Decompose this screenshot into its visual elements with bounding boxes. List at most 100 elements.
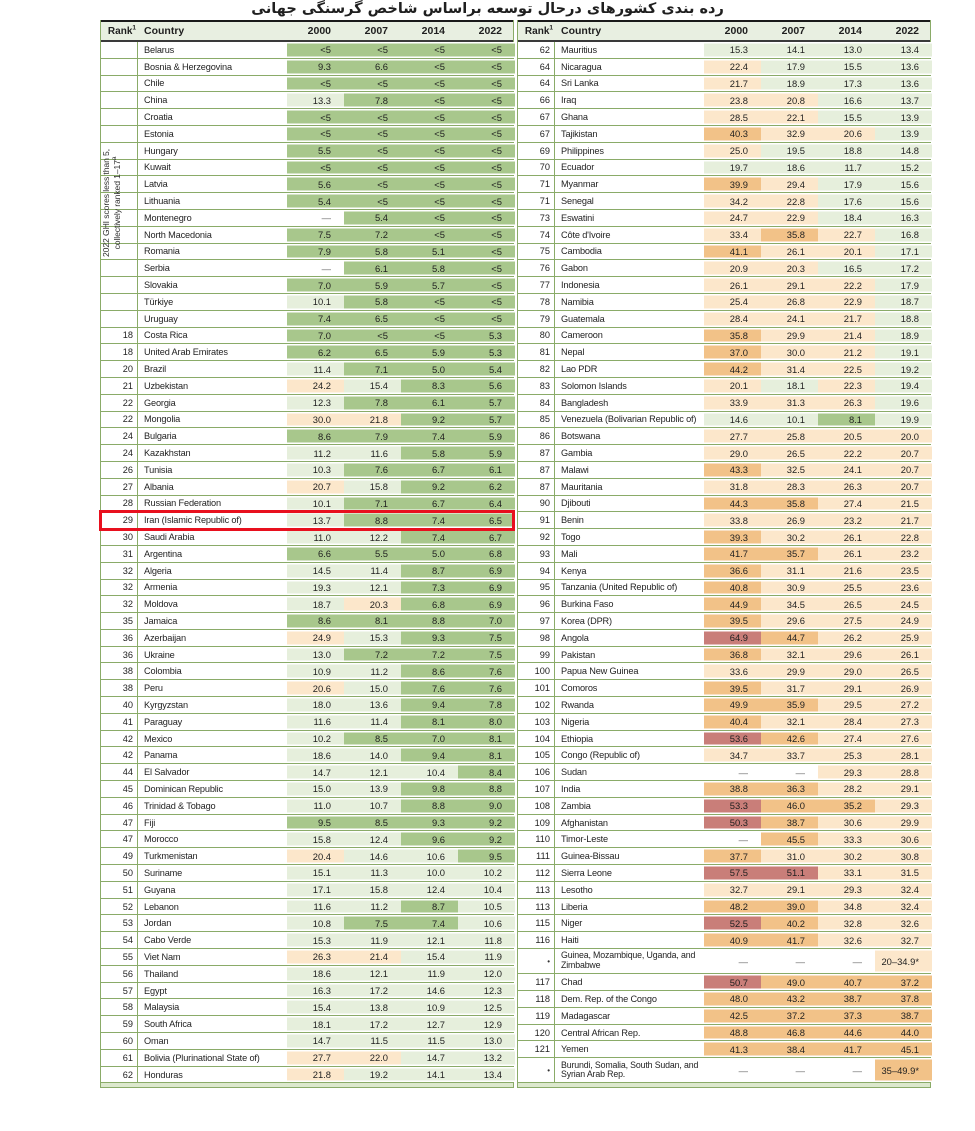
value-cell: 6.1 <box>401 394 458 411</box>
table-row: 66 Iraq 23.8 20.8 16.6 13.7 <box>518 92 932 110</box>
value-cell: 26.1 <box>704 277 761 293</box>
rank-cell <box>101 209 138 226</box>
value-cell: 19.1 <box>875 344 932 361</box>
country-cell: Mauritius <box>561 44 597 55</box>
value-cell: 13.3 <box>287 92 344 109</box>
value-cell: 50.7 <box>704 974 761 991</box>
country-cell: Georgia <box>144 397 176 408</box>
country-cell: Bolivia (Plurinational State of) <box>144 1052 260 1063</box>
value-cell: 21.7 <box>704 75 761 92</box>
country-cell: Belarus <box>144 44 175 55</box>
value-cell: 6.2 <box>458 478 515 495</box>
country-cell: Solomon Islands <box>561 380 627 391</box>
value-cell: 22.0 <box>344 1049 401 1066</box>
value-cell: 35.8 <box>761 495 818 512</box>
value-cell: 10.1 <box>287 495 344 512</box>
value-cell: 5.5 <box>344 545 401 562</box>
value-cell: 8.7 <box>401 562 458 579</box>
table-right-footer-band <box>518 1083 930 1089</box>
rank-cell: 117 <box>518 974 555 991</box>
country-cell: Mongolia <box>144 414 181 425</box>
rank-cell: 104 <box>518 730 555 747</box>
rank-cell: 87 <box>518 478 555 495</box>
country-cell: Mauritania <box>561 481 603 492</box>
value-cell: 51.1 <box>761 865 818 881</box>
table-row: 120 Central African Rep. 48.8 46.8 44.6 44.0 <box>518 1024 932 1042</box>
country-cell: Cameroon <box>561 330 603 341</box>
table-row: 67 Tajikistan 40.3 32.9 20.6 13.9 <box>518 125 932 143</box>
value-cell: 6.1 <box>344 260 401 277</box>
value-cell: 13.4 <box>875 42 932 58</box>
value-cell: 15.5 <box>818 109 875 125</box>
table-row: 26 Tunisia 10.3 7.6 6.7 6.1 <box>101 461 515 479</box>
rank-cell: 90 <box>518 495 555 512</box>
value-cell: 18.6 <box>761 159 818 176</box>
value-cell: <5 <box>287 109 344 125</box>
value-cell: <5 <box>344 193 401 209</box>
value-cell: 32.1 <box>761 713 818 730</box>
value-cell: 20.7 <box>875 478 932 495</box>
value-cell: <5 <box>401 58 458 75</box>
rank-cell: 42 <box>101 747 138 764</box>
value-cell: 10.4 <box>458 881 515 898</box>
rank-cell: 113 <box>518 898 555 915</box>
value-cell: 35–49.9* <box>875 1058 932 1083</box>
value-cell: 5.0 <box>401 361 458 377</box>
rank-cell: 112 <box>518 865 555 881</box>
value-cell: 28.4 <box>704 310 761 327</box>
value-cell: 5.9 <box>458 445 515 461</box>
table-row: 55 Viet Nam 26.3 21.4 15.4 11.9 <box>101 949 515 966</box>
value-cell: 11.3 <box>344 865 401 881</box>
value-cell: 15.2 <box>875 159 932 176</box>
table-row: 30 Saudi Arabia 11.0 12.2 7.4 6.7 <box>101 529 515 546</box>
table-row: Croatia <5 <5 <5 <5 <box>101 109 515 126</box>
value-cell: 20.4 <box>287 848 344 865</box>
table-row: 61 Bolivia (Plurinational State of) 27.7 22… <box>101 1049 515 1067</box>
value-cell: 18.7 <box>287 596 344 613</box>
country-cell: Türkiye <box>144 296 174 307</box>
value-cell: — <box>761 949 818 974</box>
value-cell: 21.7 <box>875 512 932 529</box>
rank-cell: 102 <box>518 697 555 713</box>
value-cell: 28.4 <box>818 713 875 730</box>
value-cell: 20.1 <box>704 377 761 394</box>
table-row: 67 Ghana 28.5 22.1 15.5 13.9 <box>518 109 932 126</box>
value-cell: 15.3 <box>287 932 344 949</box>
country-cell: Algeria <box>144 565 172 576</box>
column-header-rank: Rank1 <box>524 24 553 37</box>
value-cell: 6.7 <box>458 529 515 545</box>
value-cell: 57.5 <box>704 865 761 881</box>
rank-cell: 61 <box>101 1049 138 1066</box>
value-cell: 34.2 <box>704 193 761 209</box>
country-cell: Tanzania (United Republic of) <box>561 582 678 593</box>
rank-cell: 21 <box>101 377 138 394</box>
table-row: Belarus <5 <5 <5 <5 <box>101 42 515 59</box>
rank-cell: 97 <box>518 613 555 629</box>
value-cell: <5 <box>401 109 458 125</box>
table-row: 101 Comoros 39.5 31.7 29.1 26.9 <box>518 680 932 698</box>
rank-cell: 108 <box>518 797 555 814</box>
value-cell: 12.1 <box>401 932 458 949</box>
table-row: 18 United Arab Emirates 6.2 6.5 5.9 5.3 <box>101 344 515 362</box>
country-cell: Croatia <box>144 112 173 123</box>
table-row: 69 Philippines 25.0 19.5 18.8 14.8 <box>518 142 932 160</box>
rank-cell <box>101 226 138 243</box>
value-cell: 25.0 <box>704 142 761 159</box>
table-row: 76 Gabon 20.9 20.3 16.5 17.2 <box>518 260 932 278</box>
table-row: 53 Jordan 10.8 7.5 7.4 10.6 <box>101 915 515 933</box>
value-cell: 19.9 <box>875 411 932 428</box>
rank-cell <box>101 125 138 142</box>
country-cell: Liberia <box>561 901 588 912</box>
country-cell: Tajikistan <box>561 128 598 139</box>
column-header-2022: 2022 <box>895 25 919 37</box>
value-cell: 26.9 <box>761 512 818 529</box>
country-cell: Argentina <box>144 548 182 559</box>
table-row: 98 Angola 64.9 44.7 26.2 25.9 <box>518 629 932 647</box>
table-row: 56 Thailand 18.6 12.1 11.9 12.0 <box>101 965 515 983</box>
value-cell: 8.1 <box>401 713 458 730</box>
value-cell: 41.7 <box>761 932 818 949</box>
value-cell: 10.4 <box>401 764 458 781</box>
value-cell: <5 <box>458 75 515 92</box>
value-cell: 10.2 <box>458 865 515 881</box>
table-row: Serbia —6.1 5.8 <5 <box>101 260 515 278</box>
